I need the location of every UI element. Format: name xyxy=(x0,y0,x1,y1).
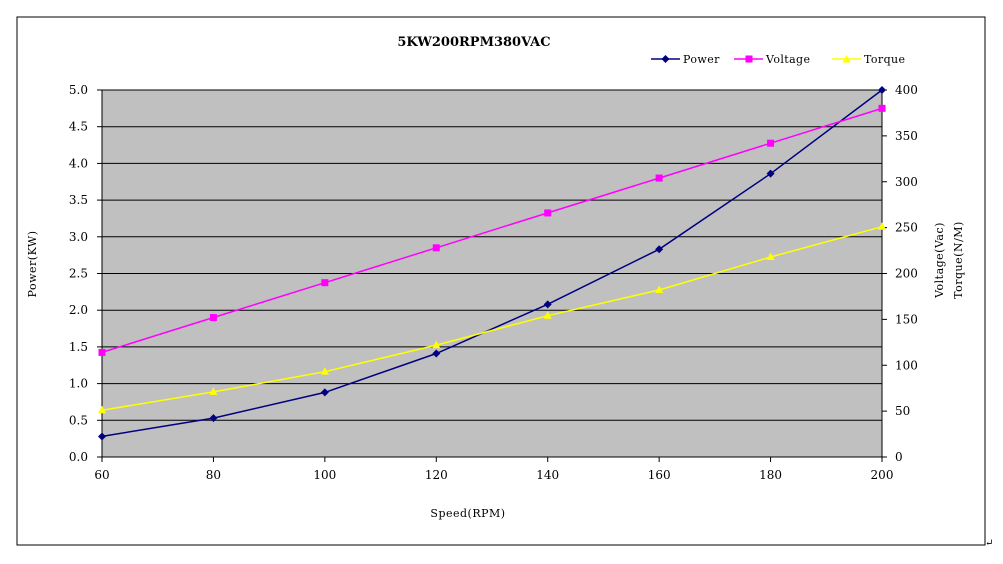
y-left-tick-label: 2.5 xyxy=(69,267,88,281)
x-tick-label: 120 xyxy=(425,468,448,482)
chart-title: 5KW200RPM380VAC xyxy=(397,35,550,50)
data-point-torque xyxy=(766,252,775,260)
x-tick-label: 140 xyxy=(536,468,559,482)
data-point-power xyxy=(432,349,441,358)
series-layer xyxy=(98,86,886,441)
data-point-torque xyxy=(209,387,218,395)
legend: Power Voltage Torque xyxy=(651,53,905,66)
y-left-tick-label: 1.5 xyxy=(69,340,88,354)
data-point-power xyxy=(543,300,552,309)
data-point-voltage xyxy=(655,174,663,182)
y-right-tick-label: 0 xyxy=(895,450,903,464)
data-point-torque xyxy=(98,405,106,414)
y-right-tick-label: 250 xyxy=(895,221,918,235)
data-point-torque xyxy=(655,285,664,294)
series-line-power xyxy=(101,89,883,438)
y-left-tick-label: 1.0 xyxy=(69,377,88,391)
paragraph-mark: ↵ xyxy=(985,538,993,549)
x-tick-label: 80 xyxy=(206,468,221,482)
gridlines xyxy=(102,126,882,421)
legend-label-torque: Torque xyxy=(864,53,905,66)
x-tick-label: 60 xyxy=(94,468,109,482)
legend-marker-torque xyxy=(842,55,851,63)
y-left-tick-label: 4.5 xyxy=(69,120,88,134)
y-left-tick-label: 3.0 xyxy=(69,230,88,244)
y-right-tick-label: 150 xyxy=(895,312,918,326)
data-point-torque xyxy=(543,311,552,319)
y-left-tick-label: 4.0 xyxy=(69,156,88,170)
legend-item-power: Power xyxy=(651,53,720,66)
legend-item-voltage: Voltage xyxy=(734,53,810,66)
data-point-power xyxy=(209,414,218,423)
y-right-axis-label-torque: Torque(N/M) xyxy=(952,221,965,299)
legend-marker-voltage xyxy=(745,55,753,63)
y-right-tick-label: 300 xyxy=(895,175,918,189)
legend-marker-power xyxy=(661,55,670,63)
x-tick-label: 200 xyxy=(871,468,894,482)
data-point-power xyxy=(98,432,106,441)
y-left-tick-label: 5.0 xyxy=(69,83,88,97)
y-left-axis-label: Power(KW) xyxy=(26,231,39,298)
data-point-power xyxy=(878,86,886,94)
x-tick-label: 180 xyxy=(759,468,782,482)
data-point-voltage xyxy=(767,139,775,147)
data-point-torque xyxy=(320,367,329,375)
y-left-tick-label: 0.0 xyxy=(69,450,88,464)
data-point-voltage xyxy=(209,314,217,322)
y-right-axis-label-voltage: Voltage(Vac) xyxy=(933,222,946,299)
data-point-voltage xyxy=(432,244,440,252)
data-point-voltage xyxy=(878,104,886,112)
legend-label-power: Power xyxy=(683,53,720,66)
y-right-tick-label: 350 xyxy=(895,129,918,143)
data-point-voltage xyxy=(98,348,106,356)
data-point-voltage xyxy=(321,279,329,287)
y-left-tick-label: 2.0 xyxy=(69,303,88,317)
legend-item-torque: Torque xyxy=(832,53,905,66)
legend-label-voltage: Voltage xyxy=(765,53,810,66)
y-right-tick-label: 100 xyxy=(895,358,918,372)
y-left-tick-label: 0.5 xyxy=(69,413,88,427)
data-point-torque xyxy=(878,222,886,230)
x-tick-label: 100 xyxy=(313,468,336,482)
data-point-torque xyxy=(432,340,441,349)
x-axis-label: Speed(RPM) xyxy=(430,507,505,520)
series-line-voltage xyxy=(101,107,883,354)
y-right-tick-label: 200 xyxy=(895,267,918,281)
y-right-tick-label: 400 xyxy=(895,83,918,97)
x-tick-label: 160 xyxy=(648,468,671,482)
data-point-power xyxy=(655,245,664,254)
data-point-power xyxy=(766,169,775,178)
y-right-tick-label: 50 xyxy=(895,404,910,418)
axes: 0.0 0.5 1.0 1.5 2.0 2.5 3.0 3.5 4.0 4.5 5.0 0 50 100 1… xyxy=(69,83,918,482)
series-line-torque xyxy=(101,225,883,411)
data-point-power xyxy=(320,388,329,397)
data-point-voltage xyxy=(544,209,552,217)
y-left-tick-label: 3.5 xyxy=(69,193,88,207)
